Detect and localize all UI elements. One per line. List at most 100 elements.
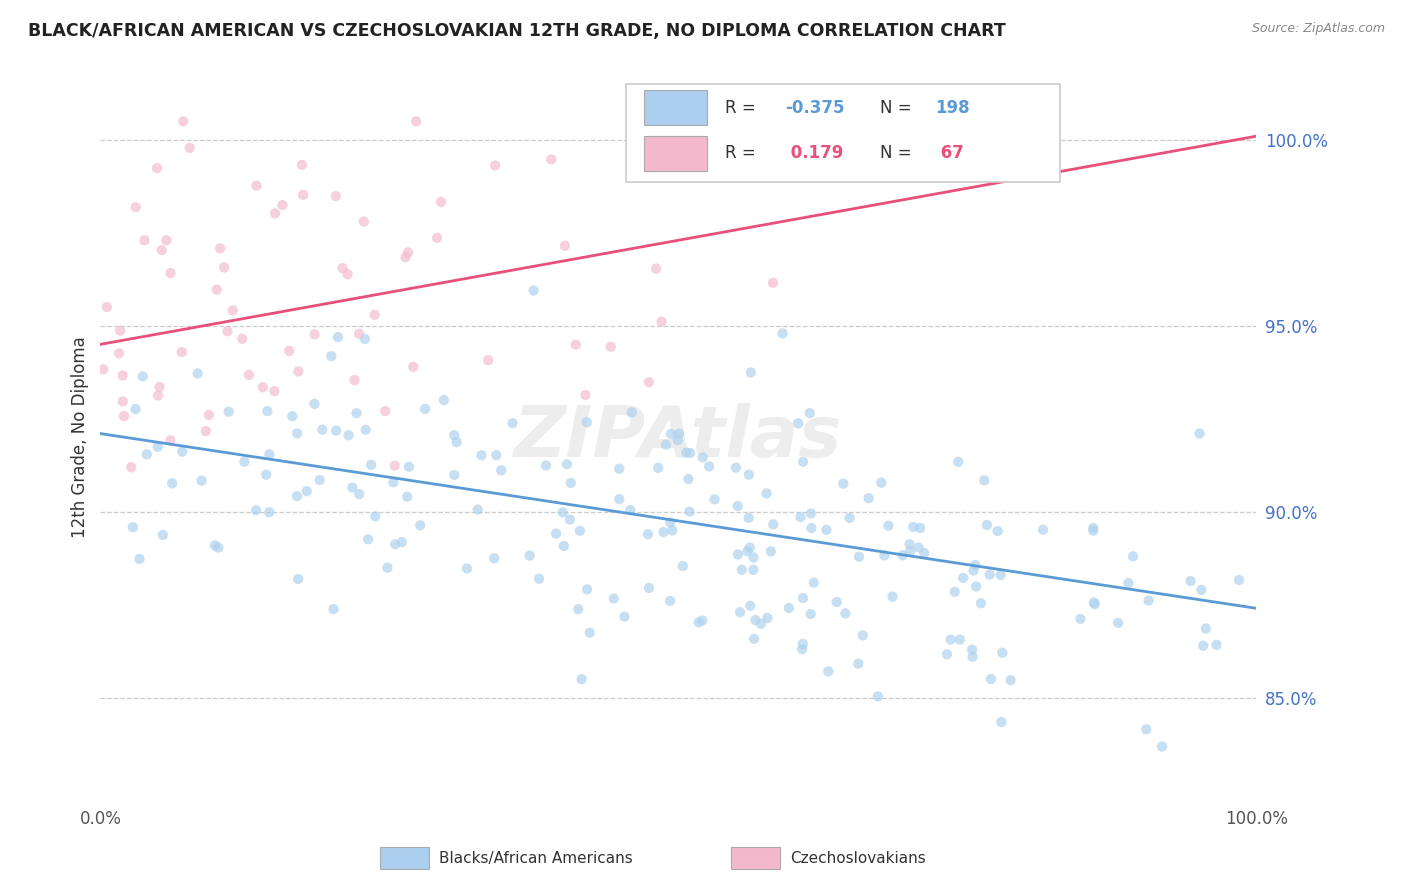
Point <box>523 284 546 298</box>
Point <box>692 614 714 628</box>
Point <box>146 161 169 175</box>
Point <box>187 367 209 381</box>
Point <box>789 510 811 524</box>
Point <box>382 475 405 490</box>
Point <box>832 476 855 491</box>
Point <box>744 613 766 627</box>
Point <box>259 505 281 519</box>
Point <box>108 346 131 360</box>
Point <box>578 625 600 640</box>
Point <box>815 523 838 537</box>
Point <box>873 549 896 563</box>
Point <box>651 315 673 329</box>
Point <box>738 467 761 482</box>
Point <box>960 642 983 657</box>
Point <box>553 539 575 553</box>
Point <box>172 444 194 458</box>
Point <box>263 384 285 399</box>
Point <box>233 455 256 469</box>
Point <box>271 198 294 212</box>
Point <box>697 459 720 474</box>
Point <box>194 424 217 438</box>
Point <box>430 194 453 209</box>
Point <box>1137 593 1160 607</box>
Point <box>391 535 413 549</box>
Point <box>912 546 935 560</box>
Point <box>353 332 375 346</box>
Point <box>96 300 118 314</box>
Point <box>349 487 371 501</box>
Point <box>637 375 659 389</box>
Point <box>692 450 714 465</box>
Point <box>467 502 489 516</box>
Point <box>565 337 588 351</box>
Text: 67: 67 <box>935 145 965 162</box>
Point <box>357 533 380 547</box>
Point <box>778 601 800 615</box>
Point <box>737 511 759 525</box>
Point <box>668 426 690 441</box>
Point <box>787 417 810 431</box>
Point <box>866 690 889 704</box>
Point <box>409 518 432 533</box>
Point <box>443 428 465 442</box>
Point <box>990 715 1012 730</box>
Point <box>396 490 419 504</box>
Point <box>762 517 785 532</box>
Point <box>292 187 315 202</box>
Point <box>703 492 725 507</box>
Point <box>322 602 344 616</box>
Point <box>304 397 326 411</box>
Text: 198: 198 <box>935 99 970 117</box>
Point <box>688 615 710 630</box>
Point <box>727 499 749 513</box>
Point <box>759 544 782 558</box>
Point <box>534 458 557 473</box>
Point <box>91 362 114 376</box>
Point <box>728 605 751 619</box>
Point <box>364 509 387 524</box>
Point <box>256 404 278 418</box>
Point <box>979 567 1001 582</box>
Point <box>962 564 984 578</box>
Point <box>337 428 360 442</box>
Point <box>976 518 998 533</box>
Point <box>599 340 621 354</box>
Point <box>756 611 779 625</box>
Point <box>482 551 505 566</box>
Point <box>150 243 173 257</box>
Point <box>134 233 156 247</box>
Point <box>1192 639 1215 653</box>
Point <box>222 303 245 318</box>
Point <box>679 446 702 460</box>
Point <box>713 114 735 128</box>
Point <box>135 447 157 461</box>
Point <box>800 521 823 535</box>
Point <box>426 231 449 245</box>
Point <box>291 158 314 172</box>
Point <box>204 538 226 552</box>
Point <box>485 448 508 462</box>
Point <box>965 558 987 572</box>
Point <box>943 584 966 599</box>
Point <box>1188 426 1211 441</box>
Point <box>111 394 134 409</box>
Point <box>160 476 183 491</box>
Point <box>846 657 869 671</box>
Point <box>132 369 155 384</box>
Point <box>666 434 689 448</box>
Point <box>198 408 221 422</box>
Point <box>146 388 169 402</box>
Point <box>800 607 823 621</box>
Point <box>852 628 875 642</box>
Point <box>384 537 406 551</box>
Point <box>394 250 416 264</box>
Point <box>877 518 900 533</box>
Point <box>245 503 267 517</box>
Point <box>209 241 232 255</box>
Point <box>146 440 169 454</box>
Point <box>304 327 326 342</box>
Point <box>1083 524 1105 538</box>
Point <box>433 393 456 408</box>
Point <box>936 648 959 662</box>
